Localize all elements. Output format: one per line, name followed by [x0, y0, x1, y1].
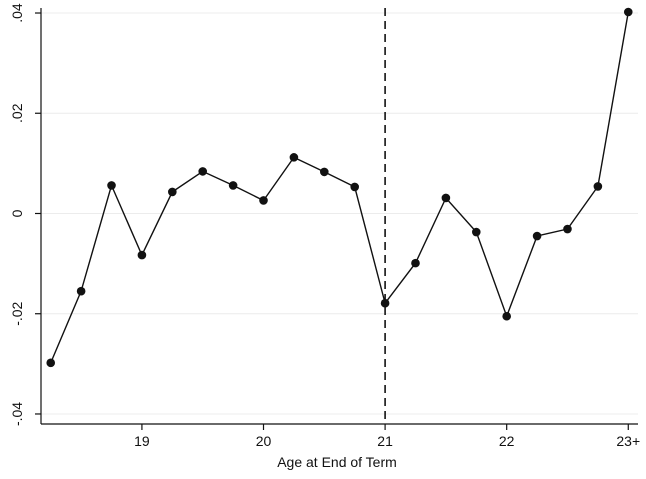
- data-point-2: [107, 181, 116, 190]
- data-point-6: [228, 181, 238, 190]
- data-point-12: [411, 258, 420, 268]
- data-point-0: [46, 358, 56, 368]
- x-tick-label-0: 19: [134, 433, 150, 449]
- y-tick-label-1: -.02: [9, 301, 25, 325]
- data-point-15: [502, 311, 511, 321]
- data-point-18: [593, 182, 603, 191]
- x-axis-title: Age at End of Term: [277, 454, 397, 470]
- data-point-8: [289, 153, 299, 162]
- y-tick-label-4: .04: [9, 3, 25, 23]
- data-point-13: [441, 193, 451, 203]
- x-tick-label-3: 22: [499, 433, 515, 449]
- x-tick-label-4: 23+: [616, 433, 640, 449]
- data-point-9: [320, 167, 329, 177]
- data-point-1: [76, 286, 86, 296]
- data-point-19: [623, 7, 633, 17]
- y-tick-label-0: -.04: [9, 402, 25, 426]
- data-point-10: [350, 182, 359, 192]
- data-point-3: [137, 250, 147, 260]
- grid-lines: [41, 12, 638, 415]
- x-tick-label-2: 21: [377, 433, 393, 449]
- x-tick-label-1: 20: [256, 433, 272, 449]
- data-point-5: [198, 167, 208, 176]
- data-point-16: [532, 231, 542, 241]
- series-line-0: [50, 11, 629, 364]
- data-point-4: [168, 187, 177, 197]
- data-point-7: [259, 196, 268, 205]
- data-point-17: [563, 224, 572, 234]
- series: [46, 7, 633, 368]
- data-point-14: [471, 227, 481, 237]
- y-tick-label-2: 0: [9, 209, 25, 217]
- axes: -.04 -.02 0 .02 .04 19 20 21 22 23+: [9, 3, 640, 449]
- y-tick-label-3: .02: [9, 103, 25, 123]
- data-point-11: [380, 298, 390, 308]
